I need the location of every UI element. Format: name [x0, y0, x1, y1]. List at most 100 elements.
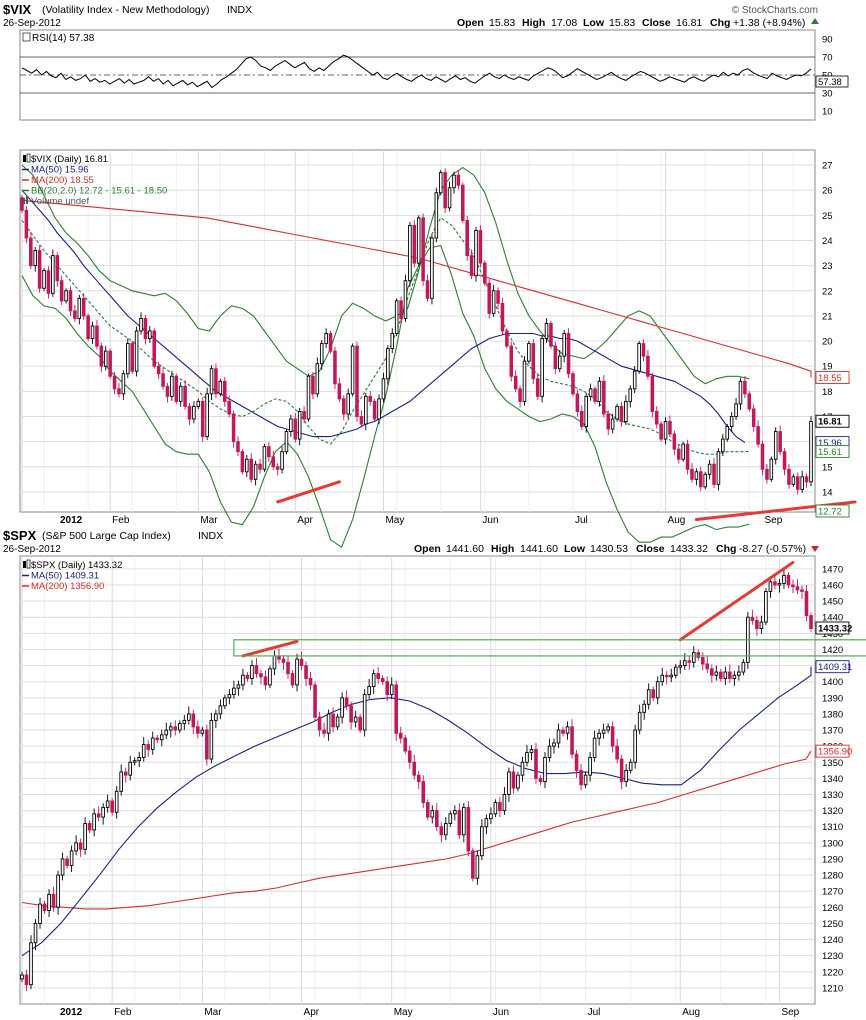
candle-down — [465, 219, 469, 257]
candle-down — [800, 589, 804, 592]
candle-up — [134, 330, 139, 372]
price-tick-label: 14 — [822, 487, 833, 498]
candle-down — [606, 413, 611, 430]
rsi-tick-label: 10 — [822, 107, 833, 118]
candle-down — [672, 433, 677, 450]
spx-name: (S&P 500 Large Cap Index) — [42, 530, 171, 542]
candle-down — [222, 380, 227, 402]
candle-down — [786, 574, 791, 586]
candle-down — [183, 385, 187, 407]
candle-down — [322, 729, 326, 734]
candle-down — [478, 229, 483, 264]
candle-up — [624, 769, 628, 783]
candle-up — [583, 774, 588, 786]
candle-up — [126, 343, 130, 375]
candle-up — [205, 393, 209, 438]
rsi-grid — [20, 56, 815, 94]
candle-down — [191, 713, 196, 728]
ma50-line — [21, 666, 812, 957]
spx-overlays — [21, 666, 812, 957]
candle-down — [112, 375, 117, 390]
candle-up — [507, 771, 511, 795]
candle-down — [214, 368, 218, 395]
candle-up — [610, 418, 615, 430]
candle-up — [547, 745, 552, 758]
last-value-text: 1409.31 — [818, 662, 852, 673]
candle-up — [484, 818, 489, 828]
candle-down — [146, 744, 151, 750]
spx-symbol: $SPX — [3, 528, 37, 543]
legend-entry: MA(50) 1409.31 — [31, 571, 99, 582]
price-tick-label: 1250 — [822, 919, 843, 930]
candle-up — [232, 687, 236, 696]
price-tick-label: 23 — [822, 261, 833, 272]
candle-down — [571, 373, 575, 395]
candle-down — [574, 753, 579, 771]
legend-entry: MA(200) 18.55 — [31, 175, 94, 186]
candle-up — [315, 363, 320, 395]
price-tick-label: 1210 — [822, 983, 843, 994]
candle-down — [651, 689, 656, 699]
month-label: May — [394, 1007, 413, 1018]
candle-up — [447, 187, 452, 209]
candle-down — [359, 416, 364, 425]
candle-up — [335, 716, 340, 728]
candle-up — [646, 689, 651, 705]
price-tick-label: 1270 — [822, 887, 843, 898]
candle-down — [20, 197, 24, 211]
candle-down — [580, 410, 584, 427]
spx-chg-label: Chg — [716, 543, 736, 555]
candle-up — [430, 810, 435, 818]
vix-date: 26-Sep-2012 — [3, 18, 61, 29]
month-label: 2012 — [60, 515, 83, 526]
month-label: Feb — [112, 515, 130, 526]
candle-down — [155, 737, 160, 741]
candle-up — [60, 858, 65, 876]
candle-up — [588, 756, 592, 776]
candle-down — [46, 270, 51, 294]
candle-up — [367, 686, 371, 696]
candle-down — [743, 380, 747, 395]
candle-up — [280, 451, 284, 470]
spx-high: 1441.60 — [520, 543, 558, 555]
candle-up — [734, 403, 738, 417]
candle-up — [306, 375, 311, 420]
candle-up — [434, 192, 439, 239]
candle-up — [438, 172, 443, 194]
spx-low-label: Low — [564, 543, 586, 555]
candle-down — [302, 410, 306, 420]
candle-down — [756, 426, 760, 445]
candle-down — [646, 355, 650, 377]
candle-down — [286, 661, 290, 675]
rsi-line — [21, 54, 812, 89]
price-tick-label: 22 — [822, 286, 833, 297]
candle-up — [694, 471, 699, 480]
candle-up — [394, 300, 399, 334]
candle-down — [496, 290, 500, 304]
candle-up — [632, 370, 637, 390]
candle-down — [487, 282, 492, 314]
vix-high-label: High — [522, 17, 545, 29]
candle-down — [518, 388, 522, 402]
month-label: Mar — [200, 515, 218, 526]
candle-down — [750, 616, 755, 621]
candle-up — [390, 333, 395, 350]
candle-up — [633, 729, 637, 763]
rsi-legend-label: RSI(14) 57.38 — [32, 33, 95, 44]
candle-down — [152, 330, 157, 367]
price-tick-label: 1450 — [822, 597, 843, 608]
last-value-box — [815, 371, 850, 384]
candle-up — [716, 451, 721, 485]
rsi-value-text: 57.38 — [818, 77, 842, 88]
candle-up — [187, 713, 191, 721]
candle-down — [696, 652, 701, 658]
candle-up — [408, 224, 412, 282]
candle-down — [549, 323, 553, 347]
month-label: Sep — [765, 515, 783, 526]
candle-down — [553, 345, 558, 370]
candle-up — [557, 355, 562, 370]
candle-down — [668, 421, 672, 435]
legend-candle-icon — [26, 559, 31, 569]
